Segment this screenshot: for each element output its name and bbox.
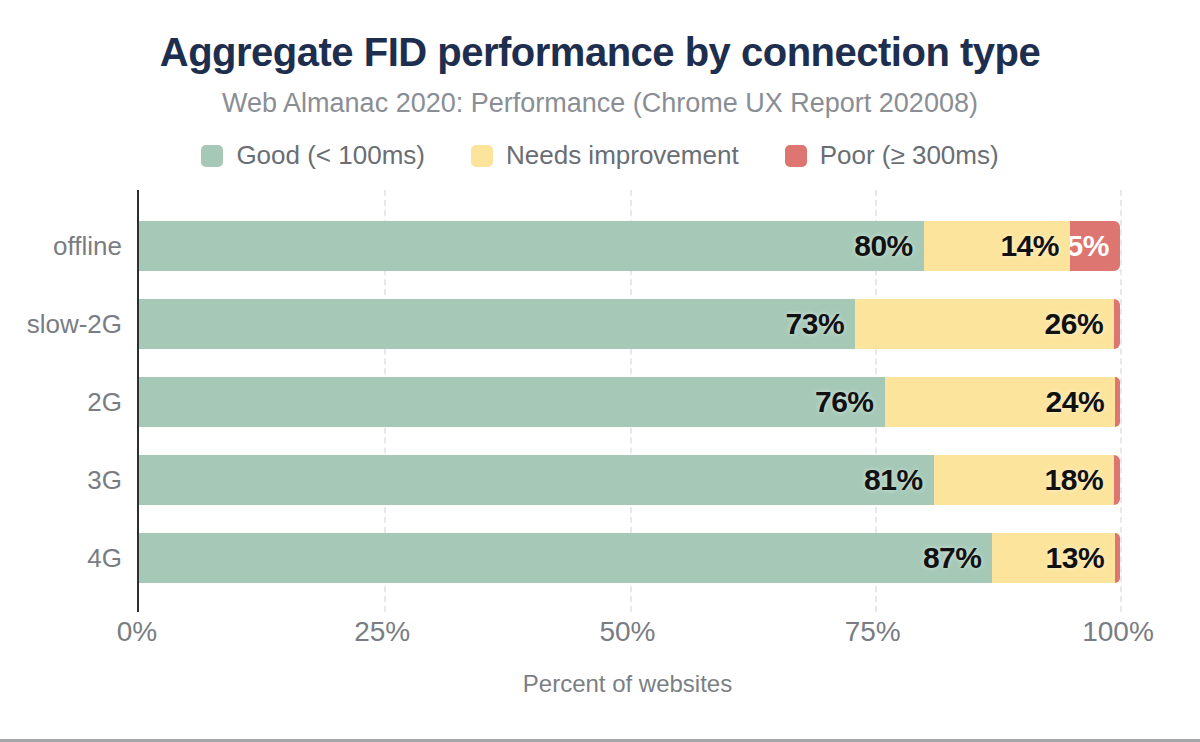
bar-segment: 26% [855, 299, 1114, 349]
bar-segment: 18% [934, 455, 1115, 505]
bar-value-label: 80% [854, 229, 924, 263]
x-axis-ticks: 0%25%50%75%100% [137, 616, 1118, 650]
legend-swatch-icon [785, 145, 807, 167]
chart-title: Aggregate FID performance by connection … [0, 30, 1200, 75]
legend: Good (< 100ms) Needs improvement Poor (≥ 3… [0, 140, 1200, 171]
bar-value-label: 26% [1045, 307, 1115, 341]
bar-segment: 87% [139, 533, 992, 583]
x-tick-label: 25% [354, 616, 410, 648]
plot-area: 80% 14%5% 73% 26% 76% 24% 81% 18% 87% 13% [137, 190, 1120, 612]
bar-segment [1114, 455, 1120, 505]
x-tick-label: 0% [117, 616, 157, 648]
chart-subtitle: Web Almanac 2020: Performance (Chrome UX… [0, 88, 1200, 119]
x-tick-label: 50% [599, 616, 655, 648]
bar-value-label: 76% [815, 385, 885, 419]
category-label: slow-2G [0, 309, 122, 340]
bar-segment: 5% [1070, 221, 1120, 271]
x-tick-label: 100% [1082, 616, 1154, 648]
bar-segment: 14% [924, 221, 1070, 271]
category-label: 2G [0, 387, 122, 418]
legend-item: Good (< 100ms) [201, 140, 425, 171]
bar-segment: 13% [992, 533, 1115, 583]
bar-segment: 76% [139, 377, 885, 427]
legend-label: Needs improvement [506, 140, 739, 171]
legend-swatch-icon [201, 145, 223, 167]
x-axis-title: Percent of websites [137, 670, 1118, 698]
bar-segment: 24% [885, 377, 1116, 427]
category-label: 3G [0, 465, 122, 496]
category-label: offline [0, 231, 122, 262]
gridline [1120, 190, 1122, 612]
bar-value-label: 13% [1046, 541, 1116, 575]
bar-segment: 80% [139, 221, 924, 271]
bar-value-label: 73% [786, 307, 856, 341]
y-axis-labels: offline slow-2G 2G 3G 4G [0, 190, 122, 612]
bar-segment [1114, 299, 1120, 349]
legend-item: Needs improvement [471, 140, 739, 171]
bar-row: 81% 18% [139, 455, 1120, 505]
legend-swatch-icon [471, 145, 493, 167]
bar-value-label: 81% [864, 463, 934, 497]
bar-segment [1115, 533, 1120, 583]
x-tick-label: 75% [845, 616, 901, 648]
bar-segment [1115, 377, 1120, 427]
bar-value-label: 18% [1045, 463, 1115, 497]
legend-label: Poor (≥ 300ms) [820, 140, 999, 171]
bar-row: 87% 13% [139, 533, 1120, 583]
legend-label: Good (< 100ms) [236, 140, 425, 171]
bar-row: 76% 24% [139, 377, 1120, 427]
bar-value-label: 5% [1070, 229, 1120, 263]
bar-row: 80% 14%5% [139, 221, 1120, 271]
category-label: 4G [0, 543, 122, 574]
bar-value-label: 24% [1046, 385, 1116, 419]
chart-card: Aggregate FID performance by connection … [0, 0, 1200, 742]
legend-item: Poor (≥ 300ms) [785, 140, 999, 171]
bar-segment: 81% [139, 455, 934, 505]
bar-segment: 73% [139, 299, 855, 349]
bar-value-label: 87% [923, 541, 993, 575]
bar-value-label: 14% [1000, 229, 1070, 263]
bar-row: 73% 26% [139, 299, 1120, 349]
